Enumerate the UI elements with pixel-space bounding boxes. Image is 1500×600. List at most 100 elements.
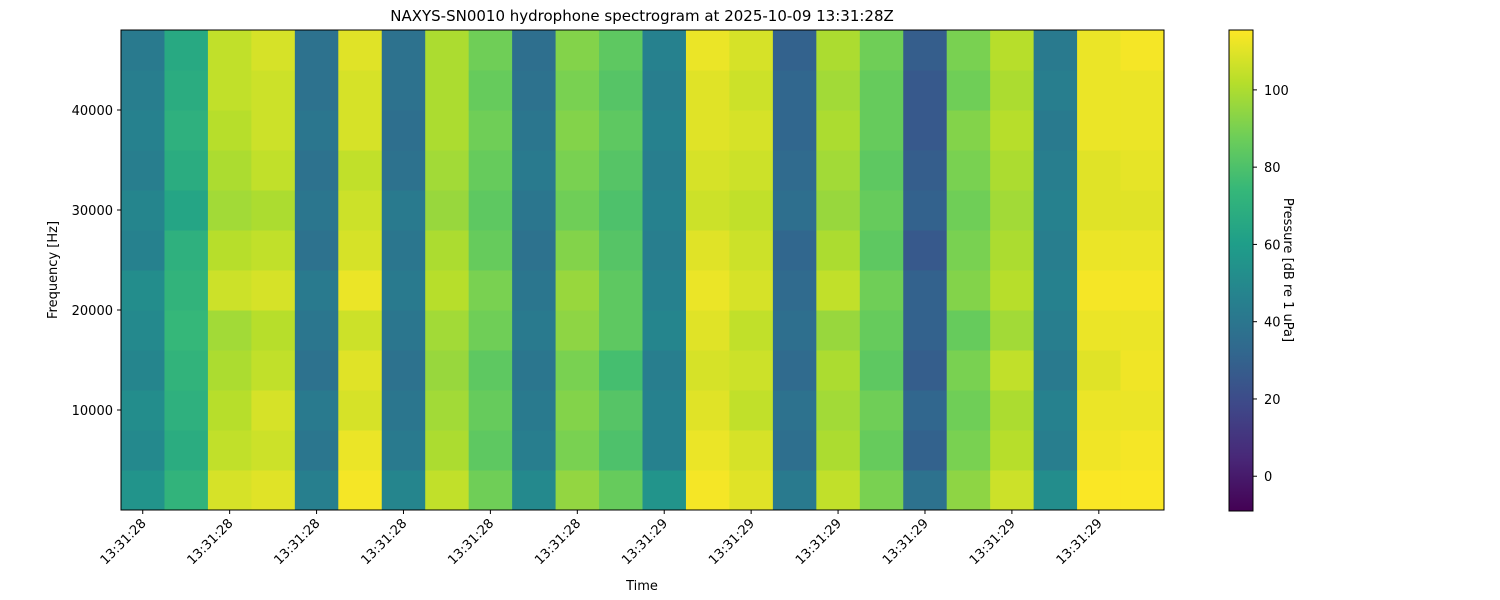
cell: [990, 390, 1035, 431]
cell: [338, 350, 383, 391]
cell: [859, 30, 904, 71]
cell: [555, 430, 600, 471]
cell: [555, 270, 600, 311]
cell: [599, 430, 643, 471]
cell: [207, 30, 252, 71]
cell: [990, 470, 1035, 511]
cell: [338, 30, 383, 71]
cell: [946, 350, 991, 391]
cell: [1120, 30, 1165, 71]
cell: [381, 190, 426, 231]
cell: [859, 110, 904, 151]
cell: [772, 190, 817, 231]
cell: [685, 30, 730, 71]
cell: [946, 150, 991, 191]
cell: [381, 430, 426, 471]
cell: [903, 310, 948, 351]
cell: [946, 390, 991, 431]
cell: [1033, 310, 1078, 351]
cell: [294, 390, 339, 431]
cell: [121, 150, 165, 191]
cell: [425, 30, 470, 71]
cell: [1033, 110, 1078, 151]
cell: [338, 470, 383, 511]
cell: [642, 30, 687, 71]
cell: [685, 110, 730, 151]
cell: [599, 350, 643, 391]
cell: [425, 310, 470, 351]
x-tick-label: 13:31:28: [358, 516, 410, 568]
cell: [859, 390, 904, 431]
cell: [946, 470, 991, 511]
cell: [946, 70, 991, 111]
cell: [121, 310, 165, 351]
cell: [294, 350, 339, 391]
cell: [1120, 230, 1165, 271]
cell: [1077, 70, 1122, 111]
cell: [338, 110, 383, 151]
cell: [1120, 70, 1165, 111]
cell: [207, 310, 252, 351]
cell: [555, 230, 600, 271]
x-tick-label: 13:31:29: [619, 516, 671, 568]
colorbar-tick-label: 100: [1264, 84, 1289, 99]
cell: [512, 470, 557, 511]
cell: [599, 230, 643, 271]
cell: [512, 270, 557, 311]
cell: [294, 110, 339, 151]
cell: [555, 110, 600, 151]
cell: [121, 190, 165, 231]
cell: [990, 270, 1035, 311]
cell: [251, 270, 296, 311]
cell: [207, 350, 252, 391]
cell: [425, 350, 470, 391]
cell: [816, 350, 861, 391]
cell: [251, 350, 296, 391]
cell: [1033, 230, 1078, 271]
x-axis-label: Time: [625, 579, 658, 594]
cell: [512, 230, 557, 271]
colorbar-label: Pressure [dB re 1 uPa]: [1280, 198, 1295, 342]
cell: [685, 310, 730, 351]
cell: [1077, 110, 1122, 151]
x-tick-label: 13:31:29: [793, 516, 845, 568]
cell: [729, 230, 774, 271]
cell: [251, 150, 296, 191]
cell: [946, 310, 991, 351]
cell: [1033, 70, 1078, 111]
cell: [1077, 430, 1122, 471]
cell: [555, 150, 600, 191]
cell: [816, 430, 861, 471]
cell: [381, 350, 426, 391]
cell: [772, 270, 817, 311]
cell: [816, 30, 861, 71]
cell: [512, 150, 557, 191]
cell: [164, 270, 209, 311]
cell: [555, 190, 600, 231]
cell: [599, 390, 643, 431]
cell: [990, 430, 1035, 471]
cell: [1120, 270, 1165, 311]
cell: [164, 70, 209, 111]
cell: [294, 230, 339, 271]
cell: [1077, 470, 1122, 511]
cell: [381, 110, 426, 151]
cell: [990, 190, 1035, 231]
cell: [685, 150, 730, 191]
cell: [164, 390, 209, 431]
cell: [425, 190, 470, 231]
cell: [338, 230, 383, 271]
cell: [381, 270, 426, 311]
cell: [381, 70, 426, 111]
cell: [1033, 190, 1078, 231]
x-tick-label: 13:31:28: [271, 516, 323, 568]
cell: [338, 190, 383, 231]
cell: [164, 310, 209, 351]
cell: [903, 430, 948, 471]
cell: [338, 390, 383, 431]
cell: [642, 270, 687, 311]
cell: [729, 350, 774, 391]
cell: [1077, 390, 1122, 431]
cell: [207, 150, 252, 191]
cell: [685, 70, 730, 111]
